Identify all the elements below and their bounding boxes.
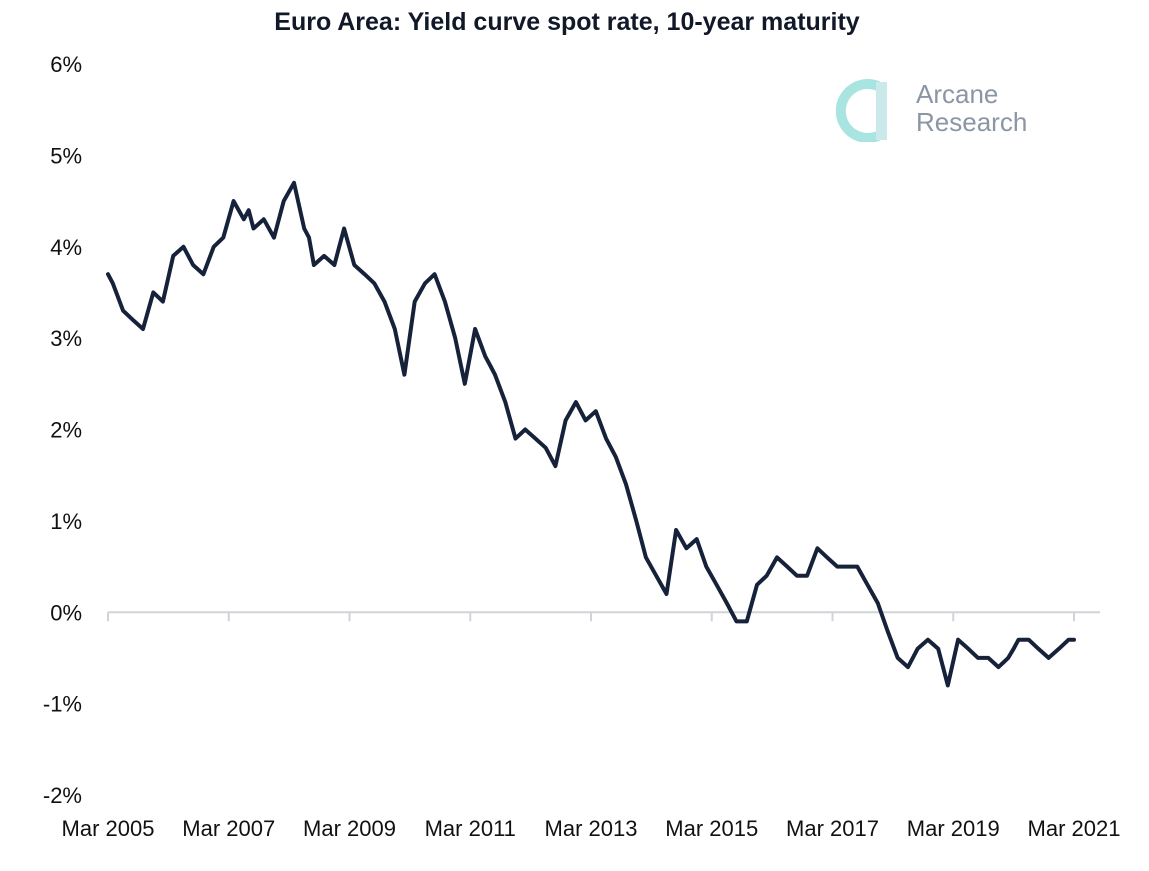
y-tick-label: 6% [50,52,82,77]
x-tick-label: Mar 2007 [182,816,275,841]
y-axis-ticks: 6% 5% 4% 3% 2% 1% 0% -1% -2% [43,52,82,808]
x-tick-label: Mar 2009 [303,816,396,841]
arcane-research-logo: Arcane Research [832,78,1052,142]
y-tick-label: 3% [50,326,82,351]
x-tick-label: Mar 2019 [907,816,1000,841]
y-tick-label: 0% [50,600,82,625]
y-tick-label: 2% [50,418,82,443]
y-tick-label: 1% [50,509,82,534]
y-tick-label: -1% [43,692,82,717]
x-axis: Mar 2005 Mar 2007 Mar 2009 Mar 2011 Mar 2013… [62,611,1121,841]
x-tick-label: Mar 2005 [62,816,155,841]
y-tick-label: 5% [50,143,82,168]
y-tick-label: 4% [50,235,82,260]
y-tick-label: -2% [43,783,82,808]
series-group [106,180,1076,688]
x-tick-label: Mar 2013 [545,816,638,841]
logo-text-line1: Arcane [916,79,999,109]
arcane-logo-icon [835,79,887,142]
series-line [106,180,1076,688]
x-tick-label: Mar 2017 [786,816,879,841]
logo-text-line2: Research [916,107,1028,137]
x-tick-label: Mar 2015 [665,816,758,841]
chart-title: Euro Area: Yield curve spot rate, 10-yea… [274,8,860,36]
x-tick-label: Mar 2011 [425,816,516,841]
x-tick-label: Mar 2021 [1028,816,1121,841]
